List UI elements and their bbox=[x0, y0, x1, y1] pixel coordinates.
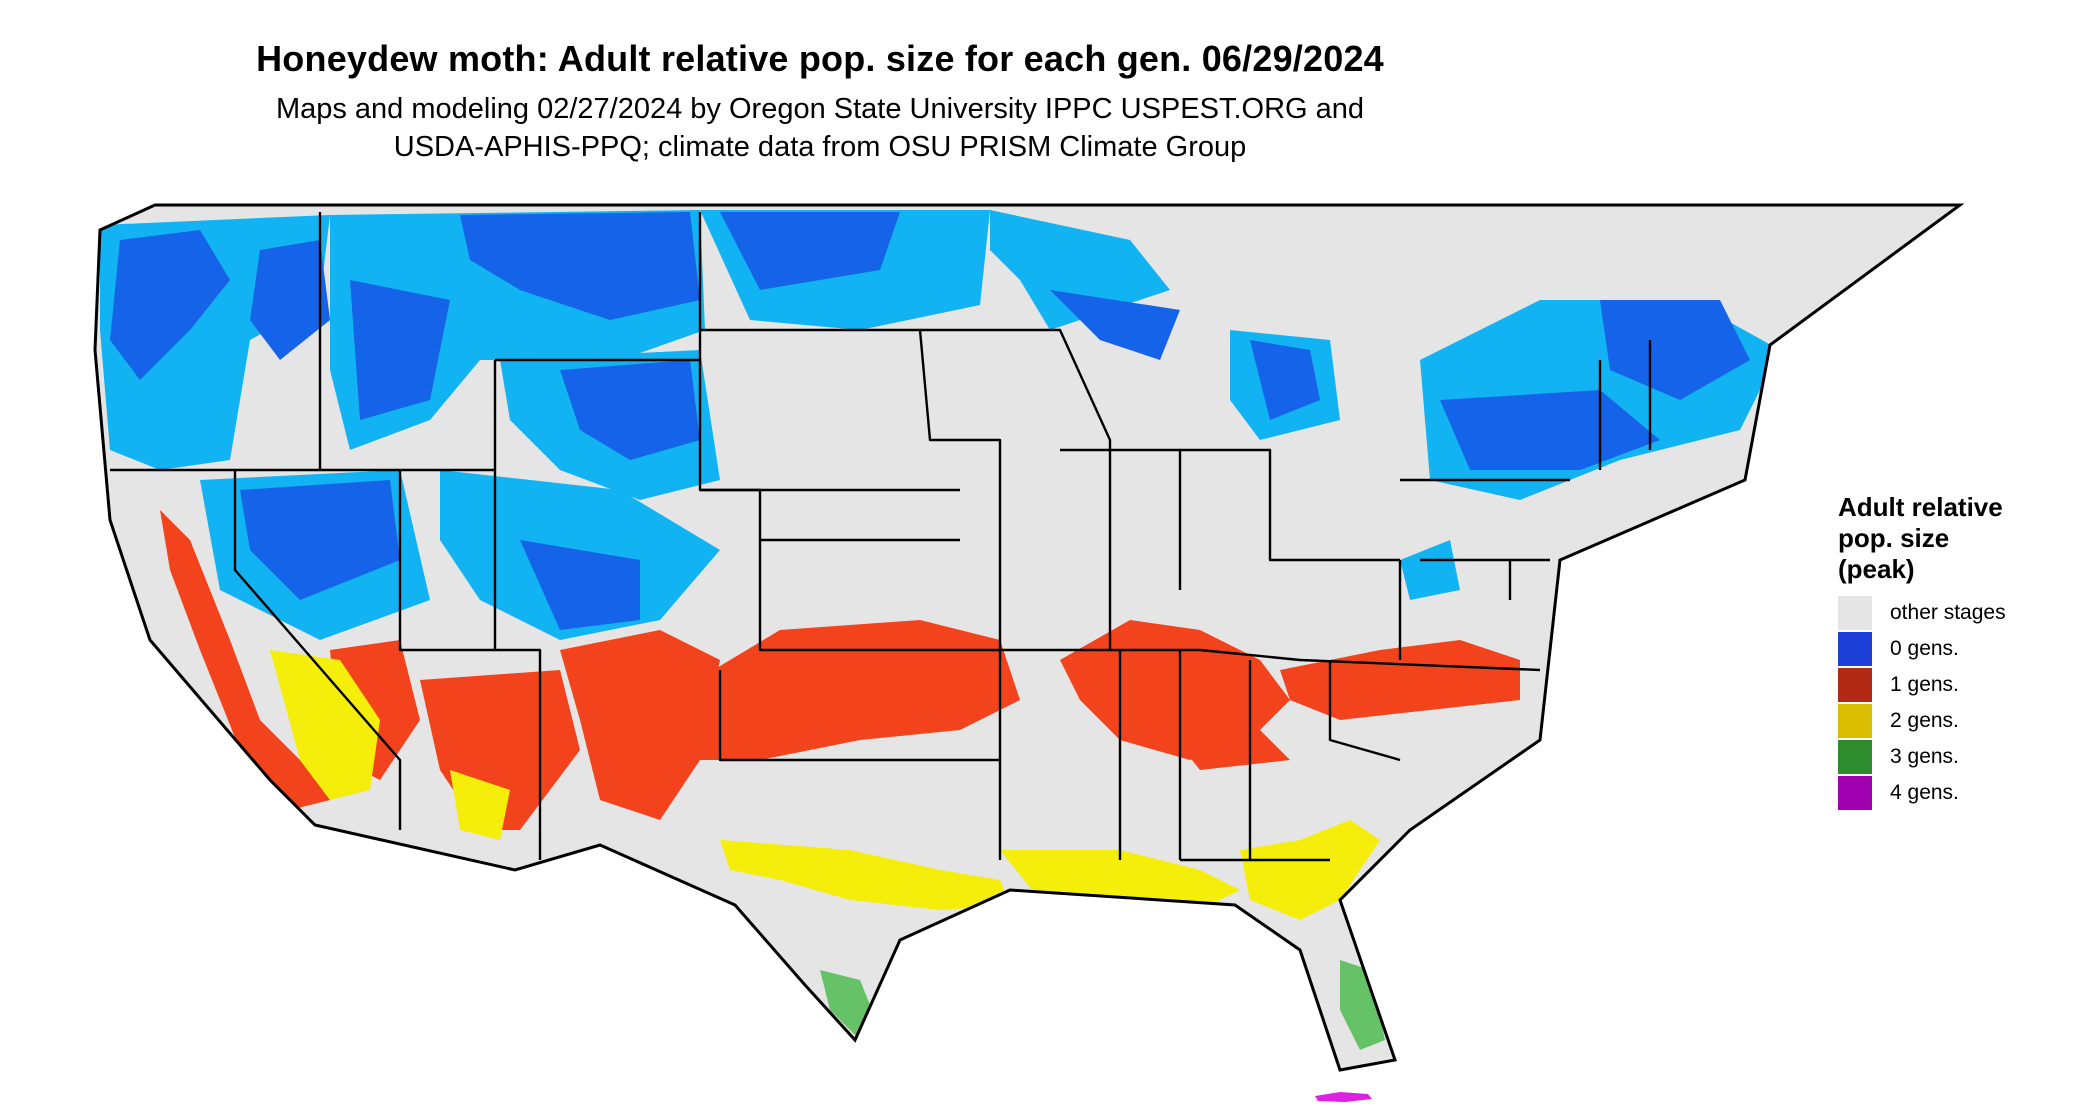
legend-swatch bbox=[1838, 632, 1872, 666]
legend-swatch bbox=[1838, 668, 1872, 702]
legend-label: 1 gens. bbox=[1890, 673, 1959, 696]
map-legend: Adult relative pop. size (peak) other st… bbox=[1838, 492, 2078, 811]
zone-4-gens bbox=[1315, 1092, 1372, 1102]
legend-label: other stages bbox=[1890, 601, 2006, 624]
legend-title-line: pop. size bbox=[1838, 523, 1950, 553]
legend-swatch bbox=[1838, 596, 1872, 630]
us-outline bbox=[93, 203, 1965, 1072]
legend-swatch bbox=[1838, 776, 1872, 810]
legend-item-other-stages: other stages bbox=[1838, 595, 2078, 631]
legend-swatch bbox=[1838, 740, 1872, 774]
zone-2-gens bbox=[270, 650, 1380, 920]
legend-title-line: (peak) bbox=[1838, 554, 1915, 584]
legend-label: 2 gens. bbox=[1890, 709, 1959, 732]
legend-label: 0 gens. bbox=[1890, 637, 1959, 660]
zone-1-gens bbox=[160, 510, 1520, 830]
map-subtitle-line-1: Maps and modeling 02/27/2024 by Oregon S… bbox=[275, 93, 1365, 125]
legend-title: Adult relative pop. size (peak) bbox=[1838, 492, 2078, 585]
state-borders bbox=[110, 212, 1652, 862]
legend-item-4-gens: 4 gens. bbox=[1838, 775, 2078, 811]
legend-item-2-gens: 2 gens. bbox=[1838, 703, 2078, 739]
zone-3-gens bbox=[820, 960, 1385, 1050]
legend-title-line: Adult relative bbox=[1838, 492, 2003, 522]
legend-item-1-gens: 1 gens. bbox=[1838, 667, 2078, 703]
legend-label: 4 gens. bbox=[1890, 781, 1959, 804]
map-title: Honeydew moth: Adult relative pop. size … bbox=[256, 38, 1384, 79]
legend-item-0-gens: 0 gens. bbox=[1838, 631, 2078, 667]
legend-item-3-gens: 3 gens. bbox=[1838, 739, 2078, 775]
map-subtitle-line-2: USDA-APHIS-PPQ; climate data from OSU PR… bbox=[393, 131, 1247, 163]
legend-swatch bbox=[1838, 704, 1872, 738]
legend-label: 3 gens. bbox=[1890, 745, 1959, 768]
